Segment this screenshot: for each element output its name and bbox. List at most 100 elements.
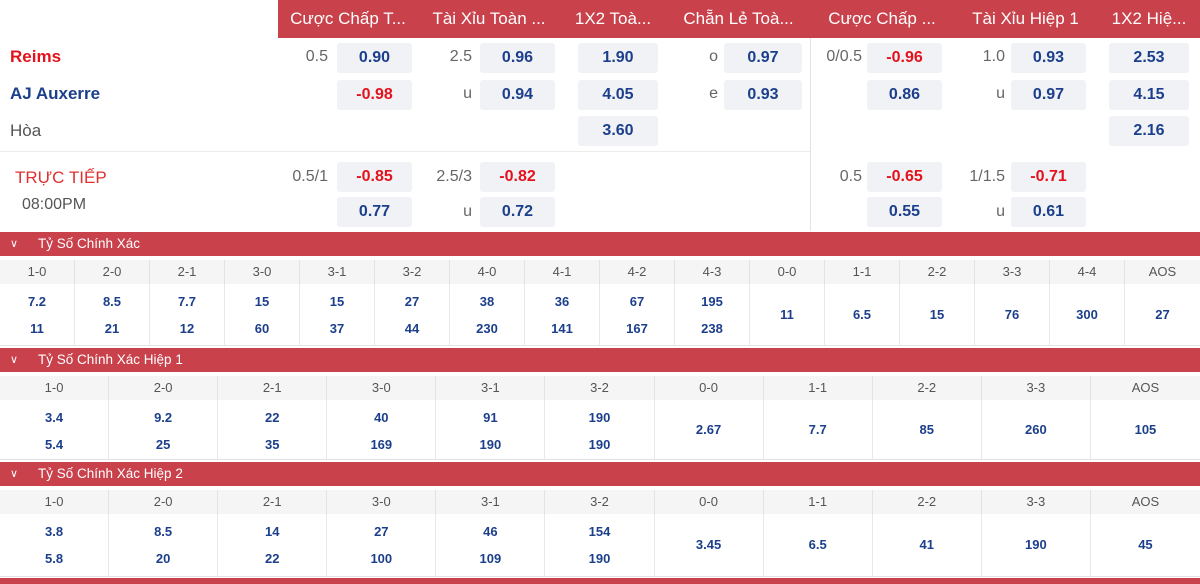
score-odd-value[interactable]: 27 [404,294,420,309]
score-odd-value[interactable]: 21 [104,321,120,336]
score-odd-value[interactable]: 7.7 [177,294,197,309]
score-odd-value[interactable]: 11 [780,307,794,322]
score-odd-value[interactable]: 100 [370,551,393,566]
score-odd-value[interactable]: 22 [264,410,280,425]
odd-button[interactable]: 2.53 [1109,43,1189,73]
odd-button[interactable]: -0.82 [480,162,555,192]
header-odd-even-fulltime[interactable]: Chẵn Lẻ Toà... [683,9,794,28]
odd-button[interactable]: 0.97 [1011,80,1086,110]
score-odd-value[interactable]: 60 [254,321,270,336]
odd-button[interactable]: 0.97 [724,43,802,73]
score-odd-value[interactable]: 190 [588,551,611,566]
score-odd-value[interactable]: 3.4 [45,410,64,425]
score-odd-value[interactable]: 36 [554,294,570,309]
score-odd-value[interactable]: 6.5 [808,537,827,552]
score-odd-value[interactable]: 8.5 [154,524,173,539]
score-odd-value[interactable]: 40 [374,410,389,425]
section-header[interactable]: ∨ Tỷ Số Chính Xác Hiệp 1 [0,348,1200,372]
score-odd-value[interactable]: 167 [626,321,648,336]
score-label: 1-0 [0,260,75,284]
score-odd-value[interactable]: 141 [551,321,573,336]
score-odd-value[interactable]: 8.5 [102,294,122,309]
odd-button[interactable]: -0.71 [1011,162,1086,192]
score-odd-value[interactable]: 238 [701,321,723,336]
header-1x2-fulltime[interactable]: 1X2 Toà... [574,9,652,28]
section-header[interactable] [0,578,1200,584]
score-odd-value[interactable]: 154 [588,524,611,539]
header-over-under-fulltime[interactable]: Tài Xỉu Toàn ... [432,9,546,28]
score-odd-value[interactable]: 85 [919,422,934,437]
odd-button[interactable]: 2.16 [1109,116,1189,146]
score-odd-value[interactable]: 190 [588,437,611,452]
score-odd-value[interactable]: 2.67 [695,422,722,437]
score-odd-value[interactable]: 3.8 [45,524,64,539]
score-odd-value[interactable]: 190 [1025,537,1047,552]
odd-button[interactable]: 0.90 [337,43,412,73]
score-odd-value[interactable]: 6.5 [852,307,872,322]
score-odd-value[interactable]: 22 [264,551,280,566]
score-odd-value[interactable]: 46 [483,524,498,539]
score-odd-value[interactable]: 20 [155,551,171,566]
chevron-down-icon[interactable]: ∨ [10,238,19,250]
score-odd-value[interactable]: 260 [1025,422,1047,437]
odd-button[interactable]: 0.93 [1011,43,1086,73]
header-1x2-first-half[interactable]: 1X2 Hiệ... [1111,9,1187,28]
score-odd-value[interactable]: 300 [1076,307,1098,322]
score-odd-value[interactable]: 190 [588,410,611,425]
chevron-down-icon[interactable]: ∨ [10,354,19,366]
odd-button[interactable]: 0.72 [480,197,555,227]
score-odd-value[interactable]: 195 [701,294,723,309]
odd-button[interactable]: -0.98 [337,80,412,110]
score-odd-value[interactable]: 15 [929,307,945,322]
score-odd-value[interactable]: 14 [264,524,280,539]
score-odd-value[interactable]: 5.8 [45,551,64,566]
header-handicap-fulltime[interactable]: Cược Chấp T... [290,9,406,28]
score-odd-value[interactable]: 3.45 [695,537,722,552]
odd-button[interactable]: 0.77 [337,197,412,227]
score-odd-value[interactable]: 44 [404,321,420,336]
header-handicap-first-half[interactable]: Cược Chấp ... [828,9,936,28]
odd-button[interactable]: 4.05 [578,80,658,110]
score-odd-value[interactable]: 91 [483,410,498,425]
column-divider [810,38,811,231]
score-odd-value[interactable]: 7.7 [808,422,827,437]
odd-button[interactable]: -0.96 [867,43,942,73]
score-odd-value[interactable]: 105 [1134,422,1157,437]
odd-button[interactable]: -0.85 [337,162,412,192]
score-odd-value[interactable]: 38 [479,294,495,309]
score-odd-value[interactable]: 37 [329,321,345,336]
odd-button[interactable]: 0.86 [867,80,942,110]
section-header[interactable]: ∨ Tỷ Số Chính Xác Hiệp 2 [0,462,1200,486]
score-odd-value[interactable]: 190 [479,437,502,452]
odd-button[interactable]: 4.15 [1109,80,1189,110]
score-odd-value[interactable]: 25 [155,437,171,452]
score-odd-value[interactable]: 12 [179,321,195,336]
score-odd-value[interactable]: 35 [264,437,280,452]
score-odd-value[interactable]: 7.2 [27,294,47,309]
score-odd-value[interactable]: 27 [1155,307,1170,322]
chevron-down-icon[interactable]: ∨ [10,468,19,480]
odd-button[interactable]: 0.96 [480,43,555,73]
section-header[interactable]: ∨ Tỷ Số Chính Xác [0,232,1200,256]
score-odd-value[interactable]: 76 [1004,307,1020,322]
odd-button[interactable]: 0.94 [480,80,555,110]
odd-button[interactable]: -0.65 [867,162,942,192]
score-odd-value[interactable]: 45 [1138,537,1153,552]
score-odd-value[interactable]: 11 [30,321,44,336]
score-odd-value[interactable]: 109 [479,551,502,566]
score-odd-value[interactable]: 230 [476,321,498,336]
score-odd-value[interactable]: 67 [629,294,645,309]
score-odd-value[interactable]: 41 [919,537,934,552]
odd-button[interactable]: 3.60 [578,116,658,146]
score-odd-value[interactable]: 9.2 [154,410,173,425]
odd-button[interactable]: 0.55 [867,197,942,227]
odd-button[interactable]: 1.90 [578,43,658,73]
score-odd-value[interactable]: 27 [374,524,389,539]
header-over-under-first-half[interactable]: Tài Xỉu Hiệp 1 [972,9,1079,28]
odd-button[interactable]: 0.93 [724,80,802,110]
score-odd-value[interactable]: 15 [254,294,270,309]
score-odd-value[interactable]: 169 [370,437,393,452]
score-odd-value[interactable]: 15 [329,294,345,309]
odd-button[interactable]: 0.61 [1011,197,1086,227]
score-odd-value[interactable]: 5.4 [45,437,64,452]
